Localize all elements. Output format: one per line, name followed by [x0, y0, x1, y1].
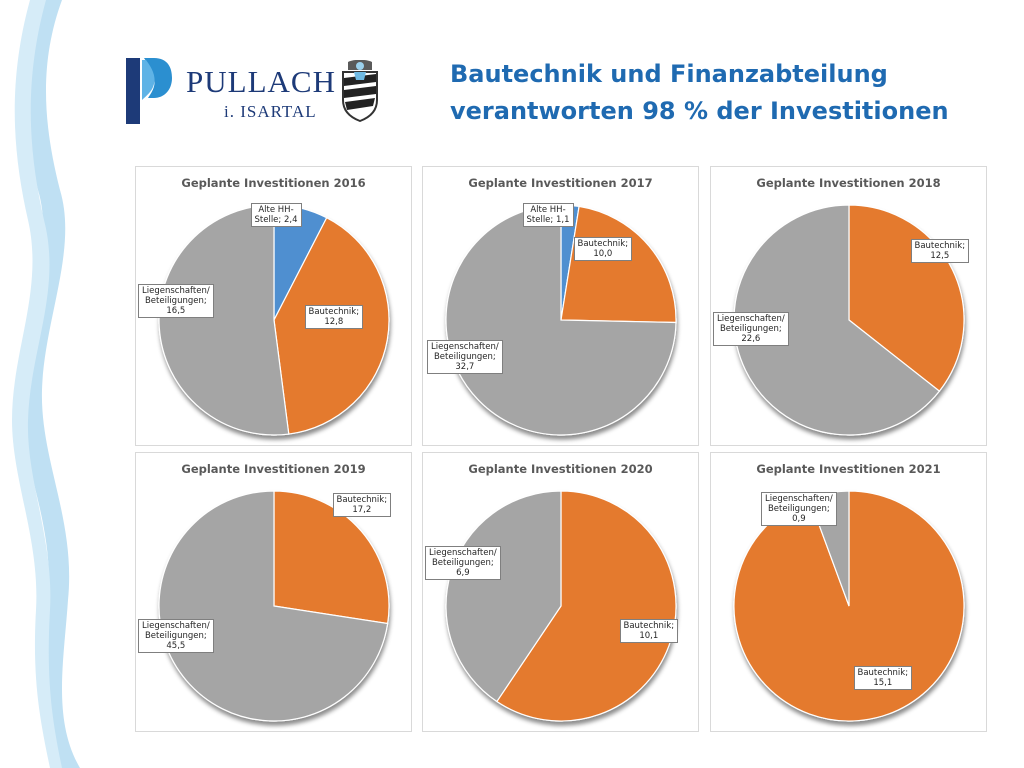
- data-label-line: Bautechnik;: [308, 307, 360, 317]
- pie-slice-liegenschaften: [158, 204, 290, 436]
- data-label-liegenschaften: Liegenschaften/Beteiligungen; 32,7: [427, 340, 503, 374]
- pie-slice-liegenschaften: [733, 204, 941, 436]
- slide-headline: Bautechnik und Finanzabteilung verantwor…: [450, 56, 1010, 130]
- pie-chart-2016: Geplante Investitionen 2016 Alte HH- Stel…: [135, 166, 412, 446]
- pie-slice-liegenschaften: [158, 490, 389, 722]
- chart-title: Geplante Investitionen 2018: [756, 176, 941, 190]
- data-label-line: 10,1: [639, 631, 659, 641]
- data-label-line: Bautechnik;: [623, 621, 675, 631]
- data-label-line: Stelle; 2,4: [254, 215, 298, 225]
- data-label-line: Bautechnik;: [577, 239, 629, 249]
- pie-chart-2017: Geplante Investitionen 2017 Alte HH- Stel…: [422, 166, 699, 446]
- chart-title: Geplante Investitionen 2019: [181, 462, 366, 476]
- data-label-line: Liegenschaften/: [142, 286, 210, 296]
- data-label-line: 10,0: [593, 249, 613, 259]
- data-label-line: Beteiligungen;: [719, 324, 782, 334]
- data-label-line: 6,9: [456, 568, 470, 578]
- chart-title: Geplante Investitionen 2021: [756, 462, 941, 476]
- pie-chart-2021: Geplante Investitionen 2021 Bautechnik; 1…: [710, 452, 987, 732]
- data-label-liegenschaften: Liegenschaften/Beteiligungen; 45,5: [138, 619, 214, 653]
- chart-title: Geplante Investitionen 2020: [468, 462, 653, 476]
- data-label-line: Bautechnik;: [336, 495, 388, 505]
- data-label-line: Alte HH-: [530, 205, 566, 215]
- data-label-line: Liegenschaften/: [765, 494, 833, 504]
- coat-of-arms-icon: [342, 60, 378, 122]
- data-label-line: 0,9: [792, 514, 806, 524]
- data-label-line: 45,5: [166, 641, 186, 651]
- pie-chart-2019: Geplante Investitionen 2019 Bautechnik; 1…: [135, 452, 412, 732]
- pullach-p-mark-icon: [126, 58, 172, 124]
- pie-slice-liegenschaften: [445, 204, 677, 436]
- data-label-bautechnik: Bautechnik; 12,5: [910, 239, 970, 263]
- pie-svg: [158, 490, 390, 722]
- data-label-line: Bautechnik;: [914, 241, 966, 251]
- data-label-line: 22,6: [741, 334, 761, 344]
- data-label-line: Beteiligungen;: [144, 631, 207, 641]
- data-label-line: 15,1: [873, 678, 893, 688]
- data-label-bautechnik: Bautechnik; 17,2: [332, 493, 392, 517]
- pie-slice-bautechnik: [273, 490, 390, 625]
- data-label-line: Liegenschaften/: [717, 314, 785, 324]
- chart-title: Geplante Investitionen 2017: [468, 176, 653, 190]
- data-label-liegenschaften: Liegenschaften/Beteiligungen; 22,6: [713, 312, 789, 346]
- data-label-line: 12,8: [324, 317, 344, 327]
- data-label-line: Liegenschaften/: [142, 621, 210, 631]
- pie-svg: [733, 204, 965, 436]
- data-label-bautechnik: Bautechnik; 10,0: [573, 237, 633, 261]
- data-label-line: Liegenschaften/: [431, 342, 499, 352]
- data-label-bautechnik: Bautechnik; 15,1: [853, 666, 913, 690]
- data-label-alte_hh: Alte HH- Stelle; 1,1: [522, 203, 574, 227]
- logo-subtitle: i. ISARTAL: [224, 102, 317, 121]
- headline-line-2: verantworten 98 % der Investitionen: [450, 97, 949, 125]
- pie-svg: [445, 490, 677, 722]
- decorative-wave: [12, 0, 81, 768]
- pie-svg: [445, 204, 677, 436]
- chart-title: Geplante Investitionen 2016: [181, 176, 366, 190]
- pie-chart-2018: Geplante Investitionen 2018 Bautechnik; 1…: [710, 166, 987, 446]
- pie-slice-bautechnik: [560, 205, 677, 324]
- data-label-line: 32,7: [455, 362, 475, 372]
- data-label-line: Bautechnik;: [857, 668, 909, 678]
- data-label-bautechnik: Bautechnik; 12,8: [304, 305, 364, 329]
- data-label-line: 16,5: [166, 306, 186, 316]
- pie-chart-2020: Geplante Investitionen 2020 Bautechnik; 1…: [422, 452, 699, 732]
- data-label-line: 17,2: [352, 505, 372, 515]
- data-label-line: Liegenschaften/: [429, 548, 497, 558]
- data-label-line: Beteiligungen;: [433, 352, 496, 362]
- data-label-liegenschaften: Liegenschaften/Beteiligungen; 6,9: [425, 546, 501, 580]
- pie-svg: [733, 490, 965, 722]
- data-label-line: Stelle; 1,1: [526, 215, 570, 225]
- data-label-line: Beteiligungen;: [144, 296, 207, 306]
- data-label-line: 12,5: [930, 251, 950, 261]
- headline-line-1: Bautechnik und Finanzabteilung: [450, 60, 888, 88]
- data-label-liegenschaften: Liegenschaften/Beteiligungen; 16,5: [138, 284, 214, 318]
- data-label-liegenschaften: Liegenschaften/Beteiligungen; 0,9: [761, 492, 837, 526]
- logo-name: PULLACH: [186, 64, 336, 99]
- data-label-alte_hh: Alte HH- Stelle; 2,4: [250, 203, 302, 227]
- data-label-line: Beteiligungen;: [431, 558, 494, 568]
- data-label-line: Beteiligungen;: [767, 504, 830, 514]
- data-label-line: Alte HH-: [258, 205, 294, 215]
- data-label-bautechnik: Bautechnik; 10,1: [619, 619, 679, 643]
- pullach-logo: PULLACH i. ISARTAL: [126, 56, 336, 126]
